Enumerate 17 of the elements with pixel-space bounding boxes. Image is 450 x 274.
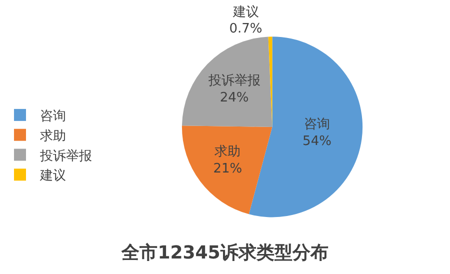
data-label: 21% [213, 162, 242, 177]
pie-slice [182, 126, 272, 214]
text: 全市12345诉求类型分布 [120, 242, 328, 264]
slice-label: 求助 [214, 144, 241, 160]
data-label: 0.7% [229, 22, 262, 37]
pie-slice [182, 36, 272, 127]
pie-slice [268, 36, 272, 127]
data-label: 54% [302, 134, 332, 149]
data-label: 24% [220, 90, 249, 106]
slice-label: 投诉举报 [207, 74, 260, 89]
slice-label: 建议 [232, 4, 259, 20]
legend-label: 求助 [40, 128, 66, 144]
pie-slice [248, 36, 362, 218]
legend-label: 投诉举报 [39, 148, 92, 164]
slice-label: 咨询 [304, 116, 330, 132]
legend-label: 建议 [39, 168, 66, 184]
legend-label: 咨询 [40, 109, 66, 124]
